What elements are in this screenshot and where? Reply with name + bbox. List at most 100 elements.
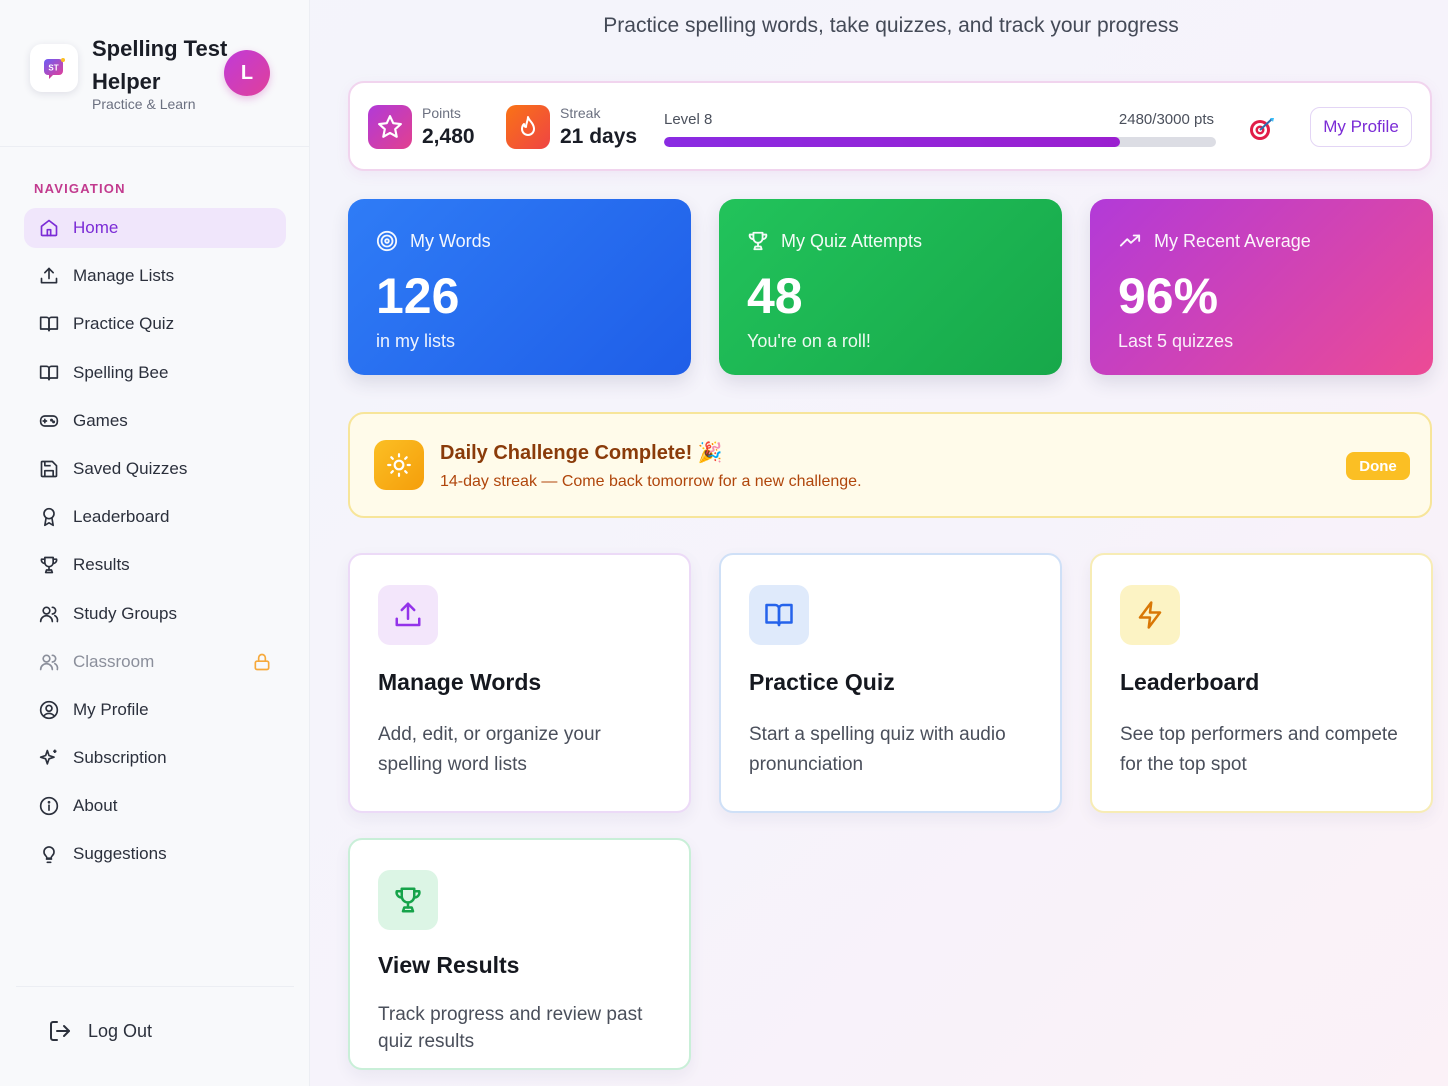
- level-progress-fill: [664, 137, 1121, 147]
- card-title: Practice Quiz: [749, 669, 895, 695]
- sidebar-item-saved-quizzes[interactable]: Saved Quizzes: [24, 449, 286, 489]
- kpi-sub: in my lists: [376, 331, 456, 351]
- user-circle-icon: [38, 699, 60, 721]
- leaderboard-card[interactable]: Leaderboard See top performers and compe…: [1090, 553, 1433, 813]
- logout-icon: [48, 1019, 72, 1043]
- divider: [0, 146, 310, 147]
- sidebar-item-label: Home: [73, 218, 119, 237]
- lock-icon: [252, 651, 272, 678]
- trophy-icon: [378, 870, 438, 930]
- card-description: Start a spelling quiz with audio pronunc…: [749, 724, 1006, 775]
- sidebar-item-label: Games: [73, 410, 128, 430]
- points-value: 2,480: [422, 125, 475, 148]
- sidebar-item-spelling-bee[interactable]: Spelling Bee: [24, 353, 286, 393]
- sidebar-item-label: Suggestions: [73, 844, 167, 864]
- sidebar-item-label: About: [73, 796, 118, 816]
- target-icon: [1248, 115, 1276, 148]
- sidebar-item-my-profile[interactable]: My Profile: [24, 690, 286, 730]
- logout-label: Log Out: [88, 1020, 153, 1041]
- kpi-value: 48: [747, 268, 803, 324]
- sidebar-item-label: Results: [73, 555, 130, 575]
- award-icon: [38, 506, 60, 528]
- sidebar-item-label: Leaderboard: [73, 507, 170, 527]
- sidebar-item-label: Subscription: [73, 748, 167, 768]
- sidebar-item-subscription[interactable]: Subscription: [24, 738, 286, 778]
- trophy-icon: [747, 230, 769, 252]
- practice-quiz-card[interactable]: Practice Quiz Start a spelling quiz with…: [719, 553, 1062, 813]
- users-icon: [38, 651, 60, 673]
- level-progress-bar: [664, 137, 1216, 147]
- save-icon: [38, 458, 60, 480]
- daily-challenge-banner: Daily Challenge Complete! 🎉 14-day strea…: [348, 412, 1432, 518]
- app-subtitle: Practice & Learn: [92, 96, 196, 112]
- book-icon: [749, 585, 809, 645]
- kpi-label: My Words: [410, 230, 491, 251]
- svg-text:ST: ST: [48, 64, 58, 73]
- sidebar-item-home[interactable]: Home: [24, 208, 286, 248]
- sidebar-item-manage-lists[interactable]: Manage Lists: [24, 256, 286, 296]
- card-title: View Results: [378, 952, 520, 978]
- book-icon: [38, 313, 60, 335]
- upload-icon: [378, 585, 438, 645]
- sidebar-item-label: Classroom: [73, 651, 155, 671]
- sidebar-item-leaderboard[interactable]: Leaderboard: [24, 497, 286, 537]
- lightbulb-icon: [38, 843, 60, 865]
- kpi-my-words[interactable]: My Words 126 in my lists: [348, 199, 691, 375]
- streak-value: 21 days: [560, 125, 638, 148]
- trending-up-icon: [1118, 230, 1142, 252]
- kpi-value: 96%: [1118, 268, 1219, 324]
- kpi-label: My Recent Average: [1154, 230, 1311, 251]
- page-tagline: Practice spelling words, take quizzes, a…: [603, 14, 1179, 37]
- info-icon: [38, 795, 60, 817]
- divider: [16, 986, 294, 987]
- nav-heading: NAVIGATION: [34, 181, 126, 196]
- manage-words-card[interactable]: Manage Words Add, edit, or organize your…: [348, 553, 691, 813]
- home-icon: [38, 217, 60, 239]
- kpi-quiz-attempts[interactable]: My Quiz Attempts 48 You're on a roll!: [719, 199, 1062, 375]
- level-label: Level 8: [664, 111, 713, 128]
- sidebar-item-label: Spelling Bee: [73, 362, 169, 382]
- streak-label: Streak: [560, 105, 601, 121]
- app-logo-icon: ST: [30, 44, 78, 92]
- challenge-description: 14-day streak — Come back tomorrow for a…: [440, 473, 862, 490]
- kpi-value: 126: [376, 268, 460, 324]
- trophy-icon: [38, 554, 60, 576]
- points-label: Points: [422, 105, 461, 121]
- users-icon: [38, 603, 60, 625]
- logout-button[interactable]: Log Out: [48, 1016, 152, 1046]
- sidebar-nav: Home Manage Lists Practice Quiz Spelling…: [24, 208, 286, 883]
- sidebar-item-results[interactable]: Results: [24, 545, 286, 585]
- view-results-card[interactable]: View Results Track progress and review p…: [348, 838, 691, 1070]
- star-icon: [368, 105, 412, 149]
- card-title: Manage Words: [378, 669, 542, 695]
- kpi-recent-average[interactable]: My Recent Average 96% Last 5 quizzes: [1090, 199, 1433, 375]
- book-icon: [38, 362, 60, 384]
- card-title: Leaderboard: [1120, 669, 1260, 695]
- sidebar-item-label: Practice Quiz: [73, 314, 175, 334]
- app-title: Spelling Test Helper: [92, 36, 228, 94]
- sidebar-item-about[interactable]: About: [24, 786, 286, 826]
- avatar[interactable]: L: [224, 50, 270, 96]
- flame-icon: [506, 105, 550, 149]
- sidebar-item-study-groups[interactable]: Study Groups: [24, 594, 286, 634]
- sidebar: ST Spelling Test Helper Practice & Learn…: [0, 0, 310, 1086]
- gamepad-icon: [38, 410, 60, 432]
- sidebar-item-label: My Profile: [73, 699, 149, 719]
- sidebar-item-label: Study Groups: [73, 603, 177, 623]
- card-description: Add, edit, or organize your spelling wor…: [378, 724, 601, 775]
- sidebar-item-suggestions[interactable]: Suggestions: [24, 834, 286, 874]
- sparkles-icon: [38, 747, 60, 769]
- brand: ST Spelling Test Helper Practice & Learn…: [30, 30, 290, 120]
- sidebar-item-classroom[interactable]: Classroom: [24, 642, 286, 682]
- challenge-title: Daily Challenge Complete! 🎉: [440, 442, 723, 464]
- sun-icon: [374, 440, 424, 490]
- sidebar-item-practice-quiz[interactable]: Practice Quiz: [24, 304, 286, 344]
- done-badge: Done: [1346, 452, 1410, 480]
- sidebar-item-label: Saved Quizzes: [73, 458, 188, 478]
- upload-icon: [38, 265, 60, 287]
- level-points: 2480/3000 pts: [1118, 111, 1214, 128]
- sidebar-item-games[interactable]: Games: [24, 401, 286, 441]
- sidebar-item-label: Manage Lists: [73, 266, 175, 286]
- my-profile-button[interactable]: My Profile: [1310, 107, 1412, 147]
- lightning-icon: [1120, 585, 1180, 645]
